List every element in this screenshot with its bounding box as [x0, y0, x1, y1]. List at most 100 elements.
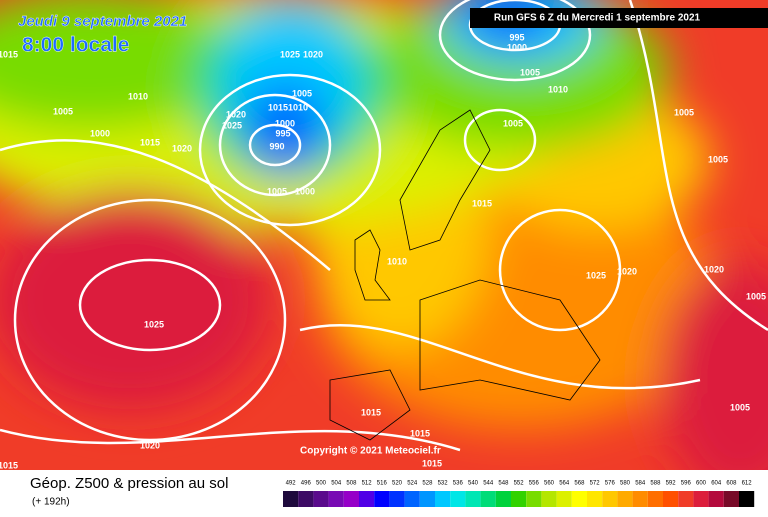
isobar-label: 1020 — [617, 266, 637, 276]
isobar-label: 1025 — [586, 270, 606, 280]
scale-swatch — [359, 491, 375, 507]
scale-swatch — [556, 491, 572, 507]
isobar-label: 1020 — [226, 109, 246, 119]
scale-label: 532 — [438, 481, 449, 487]
scale-swatch — [693, 491, 709, 507]
scale-label: 608 — [726, 481, 737, 487]
scale-swatch — [526, 491, 542, 507]
coastlines — [329, 109, 601, 441]
geopotential-field — [0, 0, 768, 500]
isobar-label: 1020 — [704, 264, 724, 274]
isobar-label: 1020 — [172, 143, 192, 153]
scale-label: 512 — [362, 481, 373, 487]
isobar-label: 1020 — [140, 440, 160, 450]
scale-label: 504 — [331, 481, 342, 487]
isobar-label: 1025 — [144, 319, 164, 329]
isobar-label: 1015 — [422, 458, 442, 468]
scale-label: 588 — [650, 481, 661, 487]
time: 8:00 locale — [22, 34, 129, 57]
legend-title: Géop. Z500 & pression au sol — [30, 475, 228, 492]
scale-swatch — [723, 491, 739, 507]
scale-swatch — [343, 491, 359, 507]
isobar-label: 1005 — [746, 291, 766, 301]
scale-swatch — [283, 491, 299, 507]
legend-subtitle: (+ 192h) — [32, 497, 70, 508]
scale-swatch — [587, 491, 603, 507]
copyright: Copyright © 2021 Meteociel.fr — [300, 446, 441, 457]
scale-label: 540 — [468, 481, 479, 487]
scale-label: 604 — [711, 481, 722, 487]
isobar-label: 1005 — [674, 107, 694, 117]
scale-label: 536 — [453, 481, 464, 487]
scale-swatch — [465, 491, 481, 507]
scale-label: 576 — [605, 481, 616, 487]
isobar-label: 1005 — [53, 106, 73, 116]
scale-label: 496 — [301, 481, 312, 487]
isobar-label: 1010 — [548, 84, 568, 94]
isobar-label: 1010 — [128, 91, 148, 101]
isobar-label: 1015 — [140, 137, 160, 147]
scale-swatch — [678, 491, 694, 507]
scale-swatch — [450, 491, 466, 507]
isobar-label: 1015 — [268, 102, 288, 112]
isobar-label: 1005 — [520, 67, 540, 77]
scale-label: 528 — [422, 481, 433, 487]
scale-label: 524 — [407, 481, 418, 487]
isobar-label: 1000 — [275, 118, 295, 128]
scale-swatch — [480, 491, 496, 507]
scale-label: 580 — [620, 481, 631, 487]
run-info: Run GFS 6 Z du Mercredi 1 septembre 2021 — [494, 13, 701, 24]
scale-swatch — [419, 491, 435, 507]
isobar-label: 1015 — [361, 407, 381, 417]
scale-label: 560 — [544, 481, 555, 487]
scale-swatch — [298, 491, 314, 507]
scale-swatch — [328, 491, 344, 507]
isobar-label: 1000 — [90, 128, 110, 138]
scale-swatch — [313, 491, 329, 507]
scale-swatch — [495, 491, 511, 507]
scale-swatch — [374, 491, 390, 507]
scale-label: 568 — [574, 481, 585, 487]
isobar-label: 1015 — [472, 198, 492, 208]
scale-swatch — [404, 491, 420, 507]
scale-swatch — [435, 491, 451, 507]
scale-label: 548 — [498, 481, 509, 487]
scale-label: 508 — [346, 481, 357, 487]
scale-label: 564 — [559, 481, 570, 487]
isobar-label: 1015 — [0, 460, 18, 470]
isobar-label: 1005 — [292, 88, 312, 98]
scale-swatch — [541, 491, 557, 507]
isobar-label: 1000 — [507, 42, 527, 52]
isobar-label: 990 — [269, 141, 284, 151]
isobar-label: 1015 — [0, 49, 18, 59]
scale-swatch — [708, 491, 724, 507]
scale-swatch — [571, 491, 587, 507]
isobar-label: 995 — [509, 32, 524, 42]
scale-label: 592 — [666, 481, 677, 487]
isobar-label: 1005 — [503, 118, 523, 128]
isobar-label: 1025 — [280, 49, 300, 59]
isobar-label: 995 — [275, 128, 290, 138]
scale-label: 500 — [316, 481, 327, 487]
scale-label: 572 — [590, 481, 601, 487]
scale-label: 556 — [529, 481, 540, 487]
scale-label: 600 — [696, 481, 707, 487]
isobar-label: 1005 — [708, 154, 728, 164]
isobar-label: 1025 — [222, 120, 242, 130]
isobar-label: 1015 — [410, 428, 430, 438]
scale-swatch — [632, 491, 648, 507]
scale-label: 492 — [286, 481, 297, 487]
scale-label: 596 — [681, 481, 692, 487]
isobar-label: 1010 — [387, 256, 407, 266]
isobar-label: 1005 — [730, 402, 750, 412]
scale-label: 552 — [514, 481, 525, 487]
scale-swatch — [647, 491, 663, 507]
scale-swatch — [739, 491, 755, 507]
scale-swatch — [602, 491, 618, 507]
scale-swatch — [389, 491, 405, 507]
scale-swatch — [511, 491, 527, 507]
scale-label: 520 — [392, 481, 403, 487]
